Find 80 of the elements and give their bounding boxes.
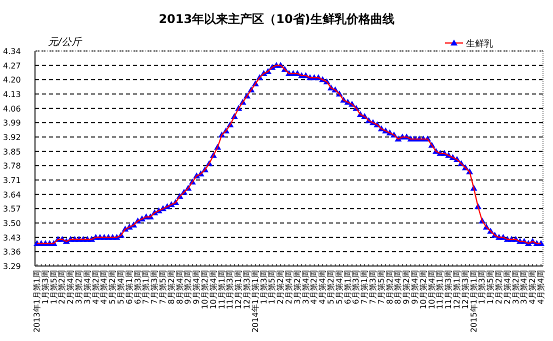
x-tick-label: 5月第2周 [108,270,118,304]
x-tick-label: 2015年1月第1周 [469,270,478,333]
x-tick-label: 4月第2周 [528,270,538,304]
x-tick-label: 1月第3周 [259,270,268,304]
x-tick-label: 11月第1周 [217,270,226,310]
chart-title: 2013年以来主产区（10省)生鲜乳价格曲线 [158,12,394,26]
y-tick-label: 4.34 [3,47,21,56]
x-tick-label: 3月第4周 [520,270,529,304]
x-tick-label: 10月第4周 [208,270,218,310]
x-tick-label: 2月第4周 [502,270,512,304]
x-tick-label: 3月第2周 [511,270,520,304]
x-tick-label: 1月第5周 [49,270,58,304]
y-tick-label: 3.92 [3,133,21,142]
x-tick-label: 12月第1周 [452,270,462,310]
x-tick-label: 7月第5周 [158,270,168,304]
y-tick-label: 4.06 [3,104,21,114]
x-tick-label: 1月第5周 [268,270,277,304]
x-tick-label: 12月第3周 [242,270,252,310]
x-tick-label: 11月第3周 [226,270,235,310]
x-tick-label: 11月第1周 [436,270,445,310]
x-tick-label: 4月第2周 [91,270,100,304]
x-tick-label: 9月第4周 [192,270,202,304]
y-tick-label: 3.99 [3,118,21,128]
x-tick-label: 3月第4周 [82,270,92,304]
y-tick-label: 3.57 [3,204,21,214]
x-tick-label: 10月第2周 [200,270,210,310]
y-tick-label: 4.13 [3,90,21,99]
x-tick-label: 4月第2周 [310,270,319,304]
x-tick-label: 2014年1月第1周 [250,270,260,333]
x-tick-label: 3月第2周 [74,270,84,304]
x-tick-label: 8月第4周 [175,270,184,304]
x-tick-label: 5月第4周 [334,270,344,304]
x-tick-label: 2月第4周 [66,270,76,304]
y-tick-label: 3.64 [3,190,21,200]
y-tick-label: 4.20 [3,76,21,85]
x-tick-label: 3月第4周 [301,270,310,304]
x-tick-label: 5月第4周 [116,270,126,304]
x-tick-label: 2月第2周 [276,270,286,304]
x-tick-label: 11月第3周 [444,270,454,310]
x-tick-label: 9月第2周 [184,270,193,304]
x-tick-label: 1月第5周 [486,270,496,304]
x-tick-label: 8月第4周 [394,270,403,304]
x-tick-label: 4月第4周 [100,270,109,304]
y-tick-label: 3.36 [3,248,21,257]
x-tick-label: 9月第2周 [402,270,412,304]
x-tick-label: 12月第3周 [460,270,470,310]
y-axis-title: 元/公斤 [48,36,82,48]
x-tick-label: 4月第4周 [318,270,328,304]
x-tick-label: 6月第3周 [133,270,142,304]
x-tick-label: 10月第4周 [427,270,436,310]
x-tick-label: 1月第3周 [478,270,487,304]
x-tick-label: 7月第3周 [150,270,160,304]
x-tick-label: 9月第4周 [410,270,420,304]
x-tick-label: 10月第2周 [418,270,428,310]
x-tick-label: 4月第4周 [536,270,546,304]
x-tick-label: 12月第1周 [234,270,244,310]
x-tick-label: 8月第2周 [385,270,394,304]
x-tick-label: 2013年1月第1周 [32,270,42,333]
x-tick-label: 8月第2周 [166,270,176,304]
x-tick-label: 6月第1周 [124,270,134,304]
y-tick-label: 3.43 [3,233,21,242]
y-tick-label: 3.78 [3,162,21,171]
y-tick-label: 3.29 [3,262,21,271]
x-tick-label: 1月第3周 [40,270,50,304]
legend-label: 生鲜乳 [466,38,493,50]
x-tick-label: 2月第4周 [284,270,294,304]
x-tick-label: 2月第2周 [58,270,67,304]
x-tick-label: 2月第2周 [494,270,504,304]
y-tick-label: 3.50 [3,219,21,228]
y-tick-label: 3.85 [3,147,21,156]
x-tick-label: 3月第2周 [292,270,302,304]
x-tick-label: 7月第3周 [368,270,378,304]
x-tick-label: 7月第5周 [376,270,386,304]
y-tick-label: 4.27 [3,61,21,70]
x-tick-label: 6月第1周 [343,270,352,304]
x-tick-label: 7月第1周 [142,270,151,304]
y-tick-label: 3.71 [3,176,21,185]
x-tick-label: 7月第1周 [360,270,370,304]
x-tick-label: 6月第3周 [352,270,361,304]
x-tick-label: 5月第2周 [326,270,336,304]
